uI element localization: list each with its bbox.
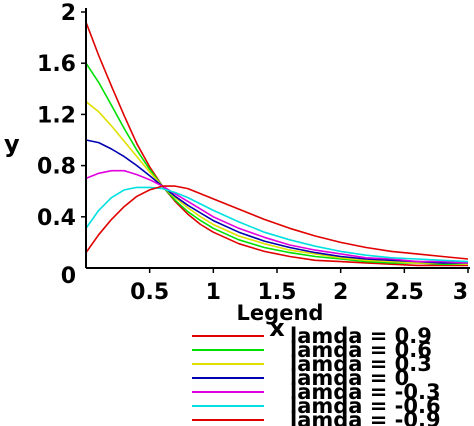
ticks: 0.5 1 1.5 2 2.5 3 0 0.4 0.8 1.2 1.6 2: [37, 1, 469, 305]
y-tick-label: 2: [61, 1, 76, 26]
legend-entry-label: lamda = 0.9: [290, 324, 432, 348]
series-layer: [85, 21, 469, 267]
y-tick-label: 0.4: [37, 206, 76, 231]
y-tick-label: 0: [61, 264, 76, 289]
axes: [85, 8, 470, 269]
legend-entry-label: lamda = 0.6: [290, 338, 432, 362]
x-axis-label: x: [269, 314, 285, 342]
y-axis-label: y: [4, 130, 20, 158]
series-line-3: [85, 100, 469, 265]
series-line-7: [85, 185, 469, 260]
legend-entry-label: lamda = -0.9: [290, 408, 441, 426]
x-tick-label: 2.5: [385, 280, 424, 305]
legend-entry-label: lamda = -0.3: [290, 380, 441, 404]
x-tick-label: 3: [453, 280, 468, 305]
legend-entry-label: lamda = -0.6: [290, 394, 441, 418]
y-tick-label: 1.6: [37, 52, 76, 77]
legend-entry-label: lamda = 0.3: [290, 352, 432, 376]
y-tick-label: 0.8: [37, 155, 76, 180]
series-line-1: [85, 21, 468, 267]
y-tick-label: 1.2: [37, 103, 76, 128]
x-tick-label: 1: [206, 280, 221, 305]
legend-entry-label: lamda = 0: [290, 366, 409, 390]
x-tick-label: 0.5: [130, 280, 169, 305]
legend-title: Legend: [237, 301, 324, 325]
series-line-2: [85, 62, 468, 265]
series-line-6: [85, 186, 469, 263]
x-tick-label: 2: [333, 280, 348, 305]
series-line-4: [85, 139, 468, 264]
series-line-5: [85, 169, 469, 264]
x-tick-label: 1.5: [258, 280, 297, 305]
